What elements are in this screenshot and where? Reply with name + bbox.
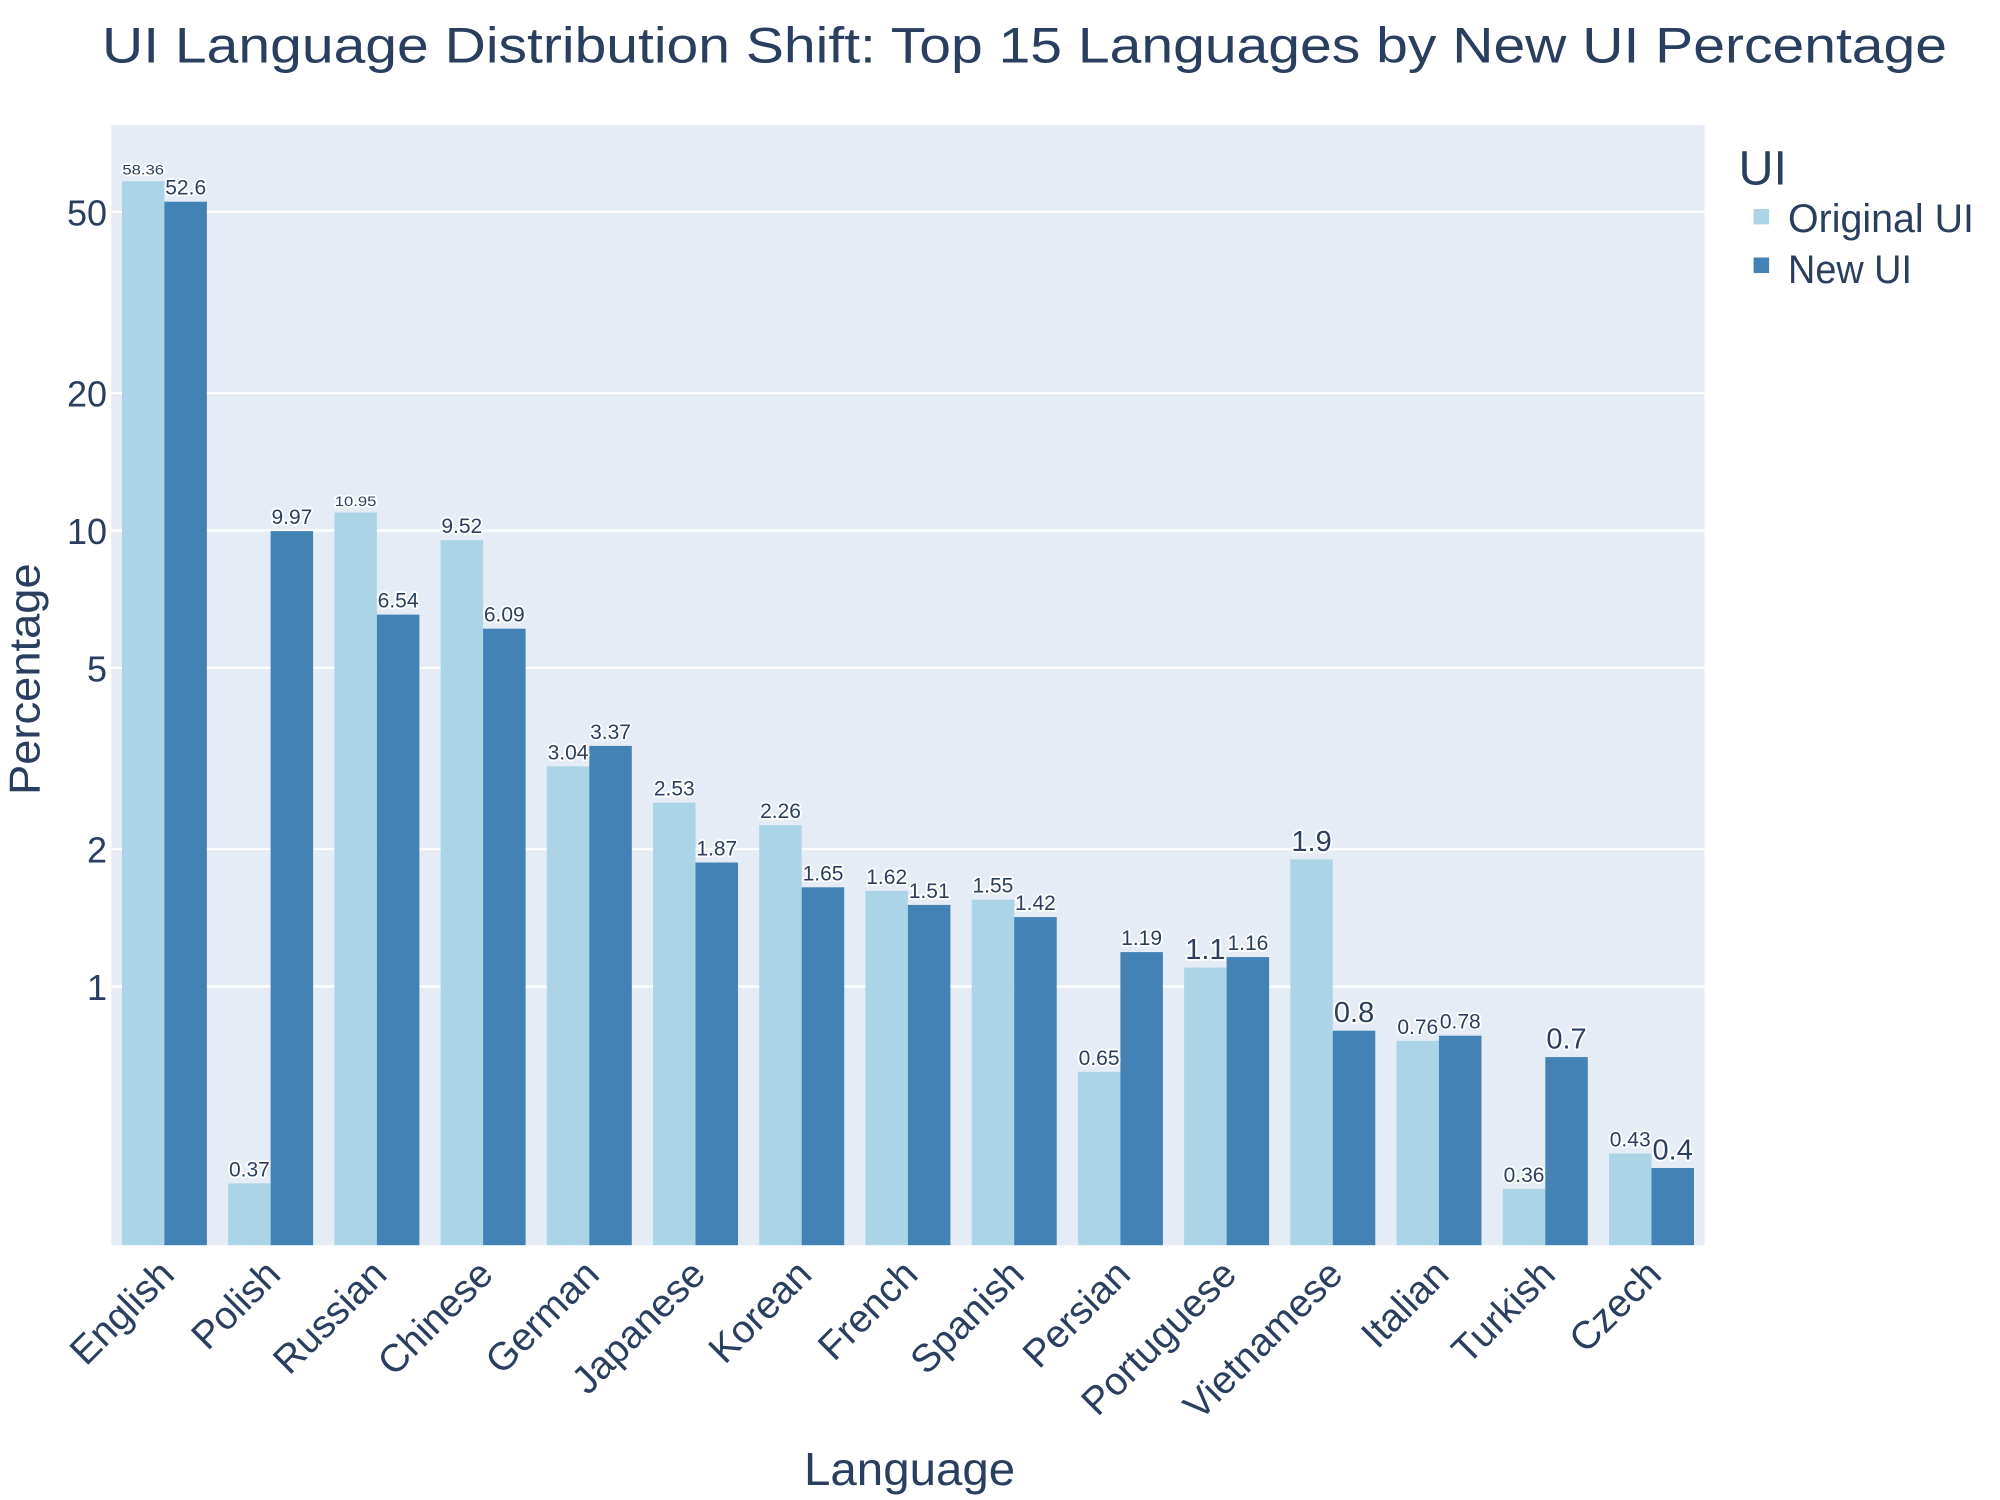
svg-text:0.7: 0.7 (1546, 1024, 1586, 1056)
svg-text:2: 2 (87, 830, 107, 871)
svg-text:1.87: 1.87 (696, 838, 737, 861)
svg-text:0.65: 0.65 (1079, 1047, 1120, 1070)
svg-text:1.87: 1.87 (696, 838, 737, 861)
svg-text:2.26: 2.26 (760, 800, 801, 823)
svg-text:1.51: 1.51 (909, 880, 950, 903)
svg-text:52.6: 52.6 (165, 177, 206, 200)
svg-text:3.04: 3.04 (548, 741, 589, 764)
svg-text:10.95: 10.95 (335, 494, 377, 510)
svg-text:10: 10 (67, 511, 107, 552)
svg-text:58.36: 58.36 (122, 163, 164, 179)
svg-text:9.97: 9.97 (271, 506, 312, 529)
svg-text:1.9: 1.9 (1291, 826, 1331, 858)
svg-text:20: 20 (67, 374, 107, 415)
svg-text:1.1: 1.1 (1185, 934, 1225, 966)
svg-text:1.65: 1.65 (803, 862, 844, 885)
svg-text:1.51: 1.51 (909, 880, 950, 903)
svg-text:1.55: 1.55 (972, 875, 1013, 898)
svg-text:3.37: 3.37 (590, 721, 631, 744)
svg-text:0.43: 0.43 (1610, 1129, 1651, 1152)
svg-text:0.76: 0.76 (1397, 1016, 1438, 1039)
svg-text:Original UI: Original UI (1788, 197, 1974, 241)
svg-text:0.78: 0.78 (1440, 1011, 1481, 1034)
svg-text:2.53: 2.53 (654, 778, 695, 801)
svg-text:1.9: 1.9 (1291, 826, 1331, 858)
svg-text:0.78: 0.78 (1440, 1011, 1481, 1034)
svg-text:0.8: 0.8 (1334, 997, 1374, 1029)
svg-text:3.37: 3.37 (590, 721, 631, 744)
svg-text:0.8: 0.8 (1334, 997, 1374, 1029)
svg-text:1.42: 1.42 (1015, 892, 1056, 915)
svg-text:0.4: 0.4 (1653, 1135, 1693, 1167)
svg-text:1.55: 1.55 (972, 875, 1013, 898)
svg-text:1.16: 1.16 (1227, 932, 1268, 955)
svg-text:5: 5 (87, 648, 107, 689)
svg-text:2.26: 2.26 (760, 800, 801, 823)
svg-text:0.37: 0.37 (229, 1158, 270, 1181)
svg-text:1.62: 1.62 (866, 866, 907, 889)
svg-text:Percentage: Percentage (2, 563, 50, 795)
svg-text:6.09: 6.09 (484, 604, 525, 627)
svg-text:9.52: 9.52 (441, 515, 482, 538)
svg-text:58.36: 58.36 (122, 163, 164, 179)
svg-text:0.4: 0.4 (1653, 1135, 1693, 1167)
svg-text:6.09: 6.09 (484, 604, 525, 627)
svg-text:0.43: 0.43 (1610, 1129, 1651, 1152)
svg-text:1.19: 1.19 (1121, 927, 1162, 950)
svg-text:0.76: 0.76 (1397, 1016, 1438, 1039)
svg-text:1.19: 1.19 (1121, 927, 1162, 950)
svg-text:2.53: 2.53 (654, 778, 695, 801)
svg-text:9.97: 9.97 (271, 506, 312, 529)
svg-text:UI: UI (1739, 142, 1788, 196)
svg-text:1.65: 1.65 (803, 862, 844, 885)
svg-text:1.16: 1.16 (1227, 932, 1268, 955)
svg-text:0.37: 0.37 (229, 1158, 270, 1181)
svg-text:0.65: 0.65 (1079, 1047, 1120, 1070)
svg-text:1.62: 1.62 (866, 866, 907, 889)
svg-text:52.6: 52.6 (165, 177, 206, 200)
svg-text:Language: Language (804, 1443, 1015, 1495)
svg-text:6.54: 6.54 (378, 590, 419, 613)
svg-text:UI Language Distribution Shift: UI Language Distribution Shift: Top 15 L… (102, 18, 1947, 74)
svg-text:6.54: 6.54 (378, 590, 419, 613)
svg-text:50: 50 (67, 192, 107, 233)
svg-text:9.52: 9.52 (441, 515, 482, 538)
svg-text:1: 1 (87, 967, 107, 1008)
svg-text:0.36: 0.36 (1504, 1164, 1545, 1187)
svg-text:0.7: 0.7 (1546, 1024, 1586, 1056)
svg-text:New UI: New UI (1788, 248, 1912, 292)
svg-text:1.1: 1.1 (1185, 934, 1225, 966)
svg-text:0.36: 0.36 (1504, 1164, 1545, 1187)
svg-text:1.42: 1.42 (1015, 892, 1056, 915)
svg-text:3.04: 3.04 (548, 741, 589, 764)
svg-text:10.95: 10.95 (335, 494, 377, 510)
